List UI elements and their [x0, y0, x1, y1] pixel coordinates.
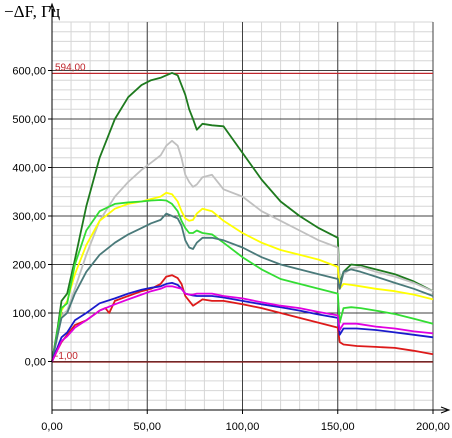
series-line-8 — [51, 285, 434, 362]
tick-labels: 0,00 100,00 200,00 300,00 400,00 500,00 600,00… — [12, 66, 449, 434]
grid — [51, 21, 434, 411]
y-tick-label: 500,00 — [12, 114, 46, 126]
x-tick-label: 150,00 — [321, 421, 355, 433]
y-tick-label: 400,00 — [12, 163, 46, 175]
y-tick-label: 200,00 — [12, 260, 46, 272]
reference-line-label: 594,00 — [55, 62, 86, 73]
x-axis-arrow — [440, 406, 451, 414]
y-tick-label: 300,00 — [12, 211, 46, 223]
x-tick-label: 200,00 — [416, 421, 450, 433]
y-axis-label: −ΔF, Гц — [4, 2, 60, 21]
x-tick-label: 0,00 — [41, 421, 62, 433]
reference-line-label: -1,00 — [55, 351, 78, 362]
y-tick-label: 0,00 — [25, 357, 46, 369]
series-line-4 — [51, 199, 434, 362]
x-tick-label: 100,00 — [226, 421, 260, 433]
y-tick-label: 100,00 — [12, 308, 46, 320]
y-tick-label: 600,00 — [12, 66, 46, 78]
series-lines — [51, 72, 434, 362]
reference-lines: 594,00 -1,00 — [52, 62, 433, 363]
axes — [48, 2, 451, 414]
series-line-3 — [51, 191, 434, 362]
series-line-5 — [51, 212, 434, 362]
y-axis-arrow — [48, 2, 56, 13]
x-tick-label: 50,00 — [133, 421, 161, 433]
